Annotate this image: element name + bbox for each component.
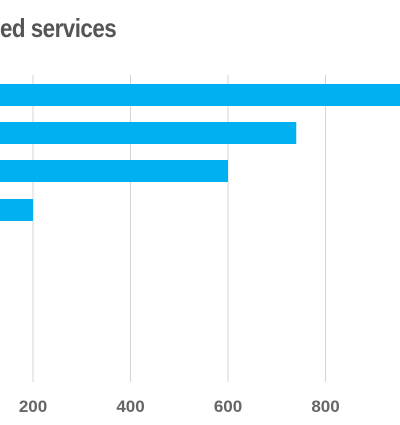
bar-1 [0, 84, 400, 106]
chart-title: ed services [0, 13, 117, 43]
bar-series [0, 84, 400, 221]
x-tick-label-800: 800 [311, 397, 339, 416]
x-axis-ticks: 200 400 600 800 [19, 397, 340, 416]
grid-lines [32, 75, 326, 382]
bar-2 [0, 122, 297, 144]
bar-3 [0, 160, 228, 182]
x-tick-label-200: 200 [19, 397, 47, 416]
bar-4 [0, 199, 33, 221]
x-tick-label-400: 400 [116, 397, 144, 416]
x-tick-label-600: 600 [214, 397, 242, 416]
